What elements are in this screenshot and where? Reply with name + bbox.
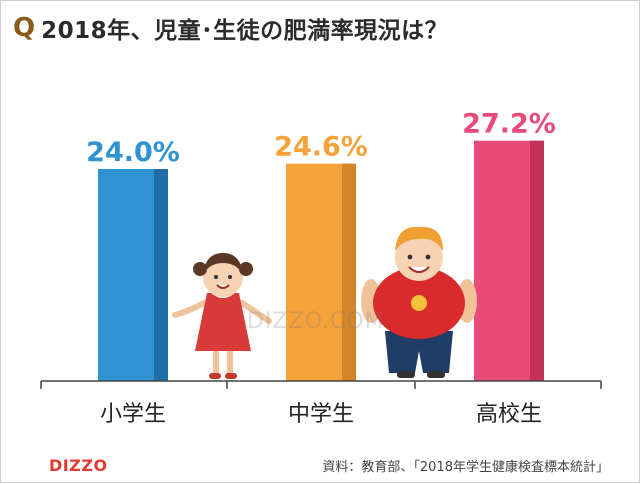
bar-1-shade [154, 169, 168, 381]
tick-label-2: 中学生 [288, 402, 354, 427]
girl-illustration [172, 253, 272, 379]
title-row: Q 2018年、児童･生徒の肥満率現況は？ [13, 11, 448, 45]
value-label-3: 27.2% [462, 109, 556, 140]
value-label-2: 24.6% [274, 132, 368, 163]
value-labels: 24.0% 24.6% 27.2% [86, 109, 556, 168]
watermark: DIZZO.COM [247, 309, 385, 334]
q-mark-icon: Q [13, 13, 36, 43]
footer-logo: DIZZO [49, 456, 108, 475]
boy-illustration [361, 226, 477, 378]
value-label-1: 24.0% [86, 137, 180, 168]
source-note: 資料：教育部、「2018年学生健康検査標本統計」 [322, 460, 609, 475]
x-tick-labels: 小学生 中学生 高校生 [100, 402, 542, 427]
bars-group [98, 140, 544, 381]
chart-title: 2018年、児童･生徒の肥満率現況は？ [41, 18, 449, 44]
x-axis [40, 380, 602, 389]
bar-3-shade [530, 140, 544, 381]
bar-2-shade [342, 163, 356, 381]
tick-label-3: 高校生 [476, 402, 542, 427]
tick-label-1: 小学生 [100, 402, 166, 427]
